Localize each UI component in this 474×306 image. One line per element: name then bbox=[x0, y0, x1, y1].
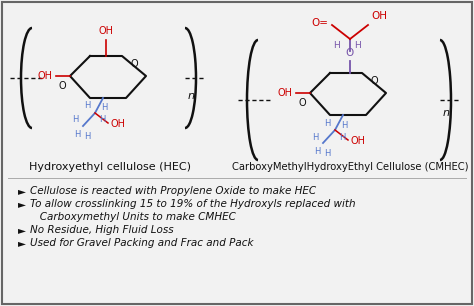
Text: OH: OH bbox=[99, 26, 113, 36]
Text: H: H bbox=[101, 103, 108, 113]
Text: H: H bbox=[74, 130, 80, 139]
Text: H: H bbox=[354, 40, 361, 50]
Text: H: H bbox=[341, 121, 347, 129]
Text: H: H bbox=[99, 115, 105, 125]
Text: OH: OH bbox=[351, 136, 366, 146]
Text: Carboxymethyl Units to make CMHEC: Carboxymethyl Units to make CMHEC bbox=[30, 212, 236, 222]
Text: H: H bbox=[73, 115, 79, 125]
Text: H: H bbox=[324, 149, 330, 158]
Text: H: H bbox=[314, 147, 320, 156]
Text: OH: OH bbox=[371, 11, 387, 21]
Text: O=: O= bbox=[311, 18, 328, 28]
Text: Cellulose is reacted with Propylene Oxide to make HEC: Cellulose is reacted with Propylene Oxid… bbox=[30, 186, 316, 196]
Text: O: O bbox=[130, 59, 138, 69]
Text: H: H bbox=[313, 132, 319, 141]
Text: H: H bbox=[333, 40, 340, 50]
Text: O: O bbox=[298, 98, 306, 108]
Text: Hydroxyethyl cellulose (HEC): Hydroxyethyl cellulose (HEC) bbox=[29, 162, 191, 172]
Text: No Residue, High Fluid Loss: No Residue, High Fluid Loss bbox=[30, 225, 173, 235]
Text: O: O bbox=[58, 81, 66, 91]
Text: ►: ► bbox=[18, 186, 26, 196]
Text: n: n bbox=[188, 91, 195, 101]
Text: n: n bbox=[443, 108, 450, 118]
Text: O: O bbox=[346, 48, 354, 58]
Text: CarboxyMethylHydroxyEthyl Cellulose (CMHEC): CarboxyMethylHydroxyEthyl Cellulose (CMH… bbox=[232, 162, 468, 172]
Text: H: H bbox=[339, 132, 346, 141]
Text: H: H bbox=[85, 102, 91, 110]
Text: H: H bbox=[325, 118, 331, 128]
Text: To allow crosslinking 15 to 19% of the Hydroxyls replaced with: To allow crosslinking 15 to 19% of the H… bbox=[30, 199, 356, 209]
Text: Used for Gravel Packing and Frac and Pack: Used for Gravel Packing and Frac and Pac… bbox=[30, 238, 254, 248]
Text: ►: ► bbox=[18, 225, 26, 235]
Text: ►: ► bbox=[18, 238, 26, 248]
Text: H: H bbox=[84, 132, 90, 141]
Text: ►: ► bbox=[18, 199, 26, 209]
Text: O: O bbox=[370, 76, 378, 86]
Text: OH: OH bbox=[278, 88, 293, 98]
Text: OH: OH bbox=[111, 119, 126, 129]
Text: OH: OH bbox=[38, 71, 53, 81]
